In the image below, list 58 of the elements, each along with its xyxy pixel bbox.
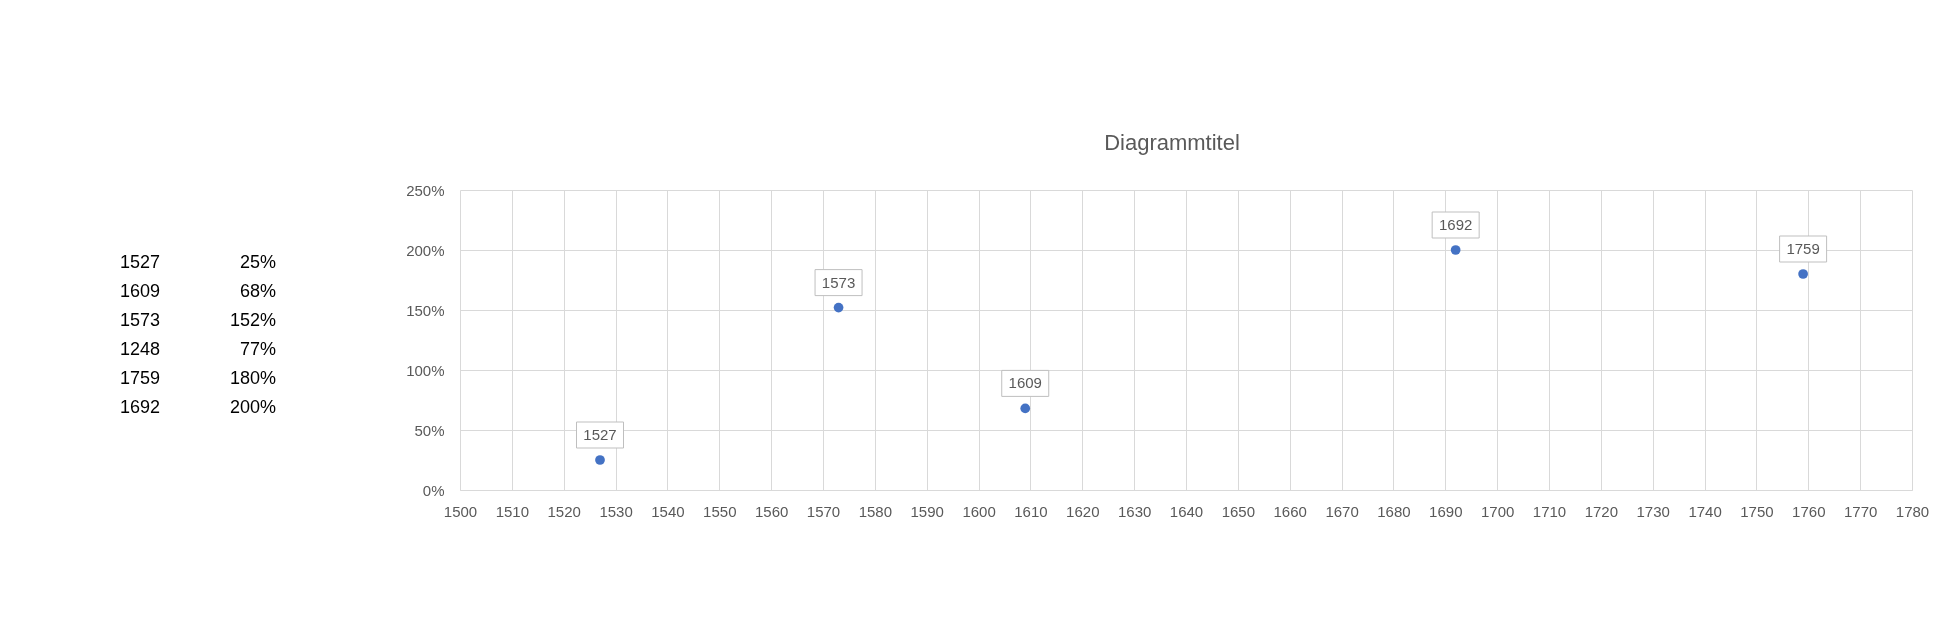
x-tick-label: 1630	[1117, 502, 1152, 520]
x-tick-label: 1760	[1792, 502, 1826, 520]
text: 1248	[119, 339, 160, 359]
x-tick-label: 1740	[1688, 502, 1722, 520]
x-tick-label: 1540	[651, 502, 685, 520]
x-tick-label: 1700	[1480, 502, 1515, 520]
x-tick-label: 1620	[1066, 502, 1100, 520]
point	[1798, 269, 1808, 279]
x-tick-label: 1720	[1584, 502, 1619, 520]
x-tick-label: 1650	[1221, 502, 1256, 520]
point	[1450, 245, 1461, 255]
text: 1573	[119, 310, 160, 330]
chart-title: Diagrammtitel	[1104, 130, 1240, 155]
x-tick-label: 1640	[1169, 502, 1204, 520]
y-tick-label: 0%	[422, 481, 445, 499]
x-tick-label: 1590	[910, 502, 944, 520]
text: 77%	[239, 339, 276, 359]
text: 1759	[119, 368, 160, 388]
annotation: 1759	[1786, 240, 1820, 257]
x-tick-label: 1520	[547, 502, 581, 520]
point	[833, 302, 844, 313]
y-tick-label: 200%	[406, 241, 445, 259]
x-tick-label: 1670	[1325, 502, 1359, 520]
x-tick-label: 1770	[1843, 502, 1878, 520]
y-tick-label: 50%	[414, 421, 445, 439]
x-tick-label: 1750	[1740, 502, 1774, 520]
y-tick-label: 250%	[406, 181, 445, 199]
x-tick-label: 1550	[703, 502, 737, 520]
annotation: 1527	[583, 426, 617, 443]
x-tick-label: 1530	[599, 502, 633, 520]
x-tick-label: 1610	[1014, 502, 1048, 520]
x-tick-label: 1690	[1429, 502, 1463, 520]
annotation: 1692	[1438, 216, 1473, 233]
x-tick-label: 1580	[858, 502, 893, 520]
annotation: 1573	[821, 273, 856, 291]
text: 180%	[229, 368, 276, 388]
x-tick-label: 1780	[1895, 502, 1930, 520]
text: 1609	[119, 281, 160, 301]
x-tick-label: 1660	[1273, 502, 1307, 520]
point	[595, 455, 605, 465]
x-tick-label: 1510	[495, 502, 530, 520]
point	[1020, 403, 1031, 414]
x-tick-label: 1730	[1636, 502, 1670, 520]
text: 152%	[229, 310, 276, 330]
x-tick-label: 1570	[806, 502, 841, 520]
text: 68%	[239, 281, 276, 301]
x-tick-label: 1600	[962, 502, 996, 520]
x-tick-label: 1680	[1377, 502, 1411, 520]
y-tick-label: 100%	[406, 361, 445, 379]
text: 25%	[239, 252, 276, 272]
text: 200%	[229, 397, 276, 417]
x-tick-label: 1500	[443, 502, 478, 520]
text: 1527	[119, 252, 160, 272]
annotation: 1609	[1008, 374, 1042, 392]
text: 1692	[119, 397, 160, 417]
x-tick-label: 1710	[1532, 502, 1567, 520]
y-tick-label: 150%	[406, 301, 445, 319]
x-tick-label: 1560	[754, 502, 789, 520]
